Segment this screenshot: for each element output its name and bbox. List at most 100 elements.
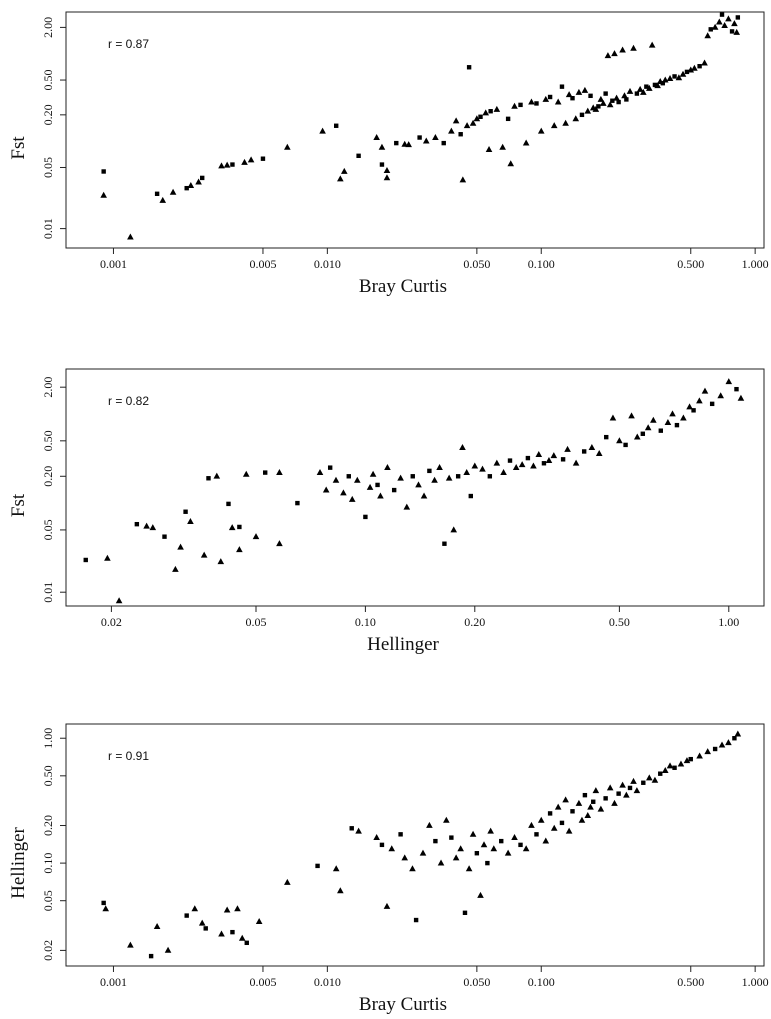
data-point-triangle <box>587 804 594 810</box>
data-point-triangle <box>696 752 703 758</box>
data-point-triangle <box>379 144 386 150</box>
data-point-triangle <box>477 892 484 898</box>
data-point-triangle <box>665 419 672 425</box>
data-point-square <box>616 100 620 104</box>
data-point-triangle <box>466 865 473 871</box>
data-point-triangle <box>634 434 641 440</box>
data-point-square <box>697 64 701 68</box>
data-point-square <box>162 534 166 538</box>
x-tick-label: 0.02 <box>101 615 122 629</box>
x-tick-label: 0.20 <box>464 615 485 629</box>
data-point-square <box>417 135 421 139</box>
data-point-triangle <box>367 484 374 490</box>
data-point-square <box>616 791 620 795</box>
y-tick-label: 0.50 <box>41 765 55 786</box>
data-point-square <box>720 12 724 16</box>
data-point-triangle <box>605 52 612 58</box>
data-point-triangle <box>725 739 732 745</box>
plot-frame <box>66 369 764 606</box>
data-point-triangle <box>438 860 445 866</box>
x-axis-title: Bray Curtis <box>359 994 447 1015</box>
data-point-square <box>628 786 632 790</box>
data-point-triangle <box>555 804 562 810</box>
data-point-square <box>467 65 471 69</box>
data-point-triangle <box>564 446 571 452</box>
data-point-square <box>560 821 564 825</box>
data-point-square <box>334 124 338 128</box>
data-point-triangle <box>598 806 605 812</box>
data-point-triangle <box>243 471 250 477</box>
data-point-square <box>659 428 663 432</box>
data-point-triangle <box>551 825 558 831</box>
data-point-square <box>518 103 522 107</box>
x-tick-label: 0.100 <box>528 975 555 989</box>
data-point-triangle <box>256 918 263 924</box>
data-point-triangle <box>276 469 283 475</box>
y-tick-label: 0.50 <box>41 430 55 451</box>
data-point-triangle <box>401 854 408 860</box>
data-point-square <box>414 918 418 922</box>
data-point-triangle <box>116 597 123 603</box>
data-point-triangle <box>511 103 518 109</box>
y-tick-label: 0.50 <box>41 70 55 91</box>
data-point-triangle <box>645 424 652 430</box>
data-point-square <box>442 141 446 145</box>
data-point-square <box>295 501 299 505</box>
data-point-square <box>200 176 204 180</box>
data-point-triangle <box>669 410 676 416</box>
data-point-triangle <box>610 414 617 420</box>
data-point-triangle <box>511 834 518 840</box>
data-point-triangle <box>284 144 291 150</box>
data-point-triangle <box>733 29 740 35</box>
data-point-triangle <box>696 397 703 403</box>
data-point-triangle <box>627 88 634 94</box>
x-tick-label: 0.005 <box>249 975 276 989</box>
data-point-triangle <box>102 905 109 911</box>
data-point-triangle <box>213 473 220 479</box>
data-point-square <box>155 192 159 196</box>
data-point-square <box>604 435 608 439</box>
data-point-triangle <box>596 450 603 456</box>
data-point-square <box>582 449 586 453</box>
data-point-triangle <box>284 879 291 885</box>
data-point-square <box>380 162 384 166</box>
data-point-triangle <box>355 828 362 834</box>
data-point-triangle <box>191 905 198 911</box>
y-tick-label: 0.05 <box>41 157 55 178</box>
x-tick-label: 1.00 <box>718 615 739 629</box>
data-point-triangle <box>611 800 618 806</box>
data-point-triangle <box>551 122 558 128</box>
data-point-triangle <box>340 489 347 495</box>
data-point-triangle <box>177 544 184 550</box>
data-point-square <box>675 423 679 427</box>
data-point-triangle <box>628 412 635 418</box>
x-tick-label: 0.001 <box>100 257 127 271</box>
data-point-triangle <box>333 865 340 871</box>
scatter-panel: 0.02 0.05 0.10 0.20 0.50 1.000.010.050.200.50… <box>8 369 764 655</box>
data-point-triangle <box>377 492 384 498</box>
data-point-triangle <box>199 920 206 926</box>
data-point-triangle <box>373 134 380 140</box>
correlation-annotation: r = 0.82 <box>108 394 149 408</box>
y-tick-label: 0.05 <box>41 519 55 540</box>
x-tick-label: 1.000 <box>742 975 769 989</box>
data-point-triangle <box>218 931 225 937</box>
data-point-triangle <box>551 452 558 458</box>
data-point-triangle <box>494 106 501 112</box>
data-point-square <box>672 74 676 78</box>
data-point-square <box>736 15 740 19</box>
data-point-square <box>603 91 607 95</box>
data-point-triangle <box>201 552 208 558</box>
data-point-triangle <box>384 464 391 470</box>
x-tick-label: 0.10 <box>355 615 376 629</box>
data-point-square <box>263 470 267 474</box>
data-point-triangle <box>487 828 494 834</box>
data-point-triangle <box>188 182 195 188</box>
data-point-square <box>583 793 587 797</box>
data-point-triangle <box>457 845 464 851</box>
y-axis-title: Hellinger <box>8 826 29 898</box>
data-point-triangle <box>566 828 573 834</box>
data-point-square <box>135 522 139 526</box>
data-point-square <box>350 826 354 830</box>
